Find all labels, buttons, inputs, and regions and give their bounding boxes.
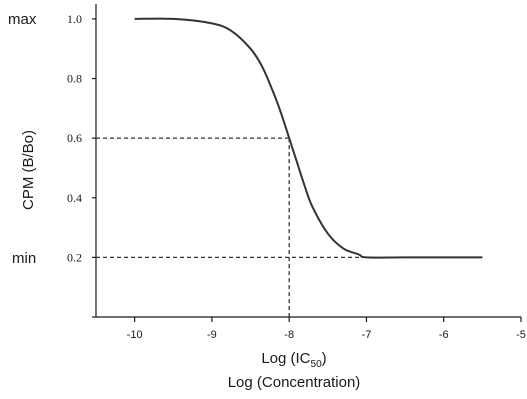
x-axis-label-subscript: 50 <box>311 359 323 370</box>
y-tick-label: 0.8 <box>67 72 82 86</box>
x-tick-label: -9 <box>207 329 217 341</box>
x-tick-label: -6 <box>439 329 449 341</box>
x-tick-label: -10 <box>127 329 143 341</box>
y-tick-label: 0.2 <box>67 250 82 264</box>
series-line <box>134 17 483 259</box>
y-ticks: 0.2 0.4 0.6 0.8 1.0 <box>67 12 96 318</box>
x-axis-label-2: Log (Concentration) <box>228 374 361 391</box>
x-ticks: -10 -9 -8 -7 -6 -5 <box>127 317 526 341</box>
x-tick-label: -5 <box>516 329 526 341</box>
x-tick-label: -8 <box>284 329 294 341</box>
x-axis-label-main: Log (IC <box>261 350 310 367</box>
x-tick-label: -7 <box>362 329 372 341</box>
max-label: max <box>8 11 37 28</box>
y-tick-label: 0.6 <box>67 131 82 145</box>
y-tick-label: 0.4 <box>67 191 82 205</box>
y-tick-label: 1.0 <box>67 12 82 26</box>
x-axis-label: Log (IC50) <box>261 350 326 370</box>
x-axis-label-close: ) <box>322 350 327 367</box>
plot-area: 0.2 0.4 0.6 0.8 1.0 -10 -9 -8 -7 -6 -5 <box>67 4 526 341</box>
min-label: min <box>12 250 36 267</box>
y-axis-label: CPM (B/Bo) <box>20 130 37 210</box>
